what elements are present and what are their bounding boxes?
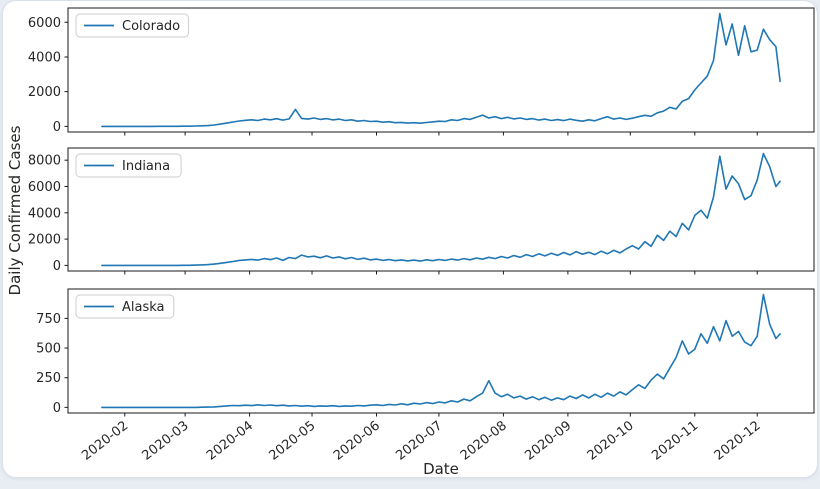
svg-text:4000: 4000 [28, 206, 61, 221]
legend-alaska: Alaska [75, 294, 175, 319]
svg-text:4000: 4000 [28, 50, 61, 65]
y-tick-labels: 0 250 500 750 [36, 312, 68, 416]
svg-text:2020-09: 2020-09 [522, 418, 574, 463]
svg-text:2020-02: 2020-02 [79, 418, 131, 463]
legend-box [75, 153, 182, 178]
legend-colorado: Colorado [75, 13, 189, 38]
x-axis-label: Date [423, 460, 459, 478]
legend-box [75, 13, 189, 38]
svg-text:0: 0 [53, 401, 61, 416]
axes-spines [67, 7, 815, 133]
figure-card: 0 2000 4000 6000 Colorado 0 2000 4000 6000 8000 In… [2, 0, 818, 478]
figure-canvas: 0 2000 4000 6000 Colorado 0 2000 4000 6000 8000 In… [6, 7, 815, 478]
axes-spines [67, 147, 815, 272]
svg-text:2020-07: 2020-07 [393, 418, 445, 463]
svg-text:2000: 2000 [28, 233, 61, 248]
panel-colorado: 0 2000 4000 6000 Colorado [28, 7, 815, 136]
svg-text:0: 0 [53, 259, 61, 274]
svg-text:250: 250 [36, 371, 61, 386]
svg-text:2020-05: 2020-05 [266, 418, 318, 463]
svg-text:2020-12: 2020-12 [712, 418, 764, 463]
legend-label: Alaska [122, 300, 165, 315]
legend-label: Indiana [122, 159, 170, 174]
svg-text:2000: 2000 [28, 85, 61, 100]
svg-text:2020-03: 2020-03 [140, 418, 192, 463]
panel-indiana: 0 2000 4000 6000 8000 Indiana [28, 147, 815, 275]
legend-indiana: Indiana [75, 153, 182, 178]
panel-alaska: 0 250 500 750 Alaska [36, 288, 815, 417]
svg-text:750: 750 [36, 312, 61, 327]
x-tick-labels: 2020-02 2020-03 2020-04 2020-05 2020-06 2020-… [79, 418, 763, 463]
series-line-alaska [101, 293, 781, 409]
y-tick-labels: 0 2000 4000 6000 8000 [28, 154, 68, 274]
y-axis-label: Daily Confirmed Cases [6, 125, 24, 295]
svg-text:2020-08: 2020-08 [458, 418, 510, 463]
series-line-indiana [101, 152, 781, 267]
svg-text:2020-04: 2020-04 [204, 418, 256, 463]
svg-text:6000: 6000 [28, 180, 61, 195]
x-tick-marks [124, 413, 758, 417]
svg-text:500: 500 [36, 342, 61, 357]
legend-box [75, 294, 175, 319]
x-tick-marks [124, 132, 758, 136]
svg-text:6000: 6000 [28, 16, 61, 31]
y-tick-labels: 0 2000 4000 6000 [28, 16, 68, 135]
svg-text:0: 0 [53, 120, 61, 135]
legend-label: Colorado [122, 19, 180, 34]
svg-text:2020-11: 2020-11 [649, 418, 701, 463]
svg-text:2020-06: 2020-06 [331, 418, 383, 463]
series-line-colorado [101, 12, 781, 128]
svg-text:2020-10: 2020-10 [585, 418, 637, 463]
x-tick-marks [124, 271, 758, 275]
axes-spines [67, 288, 815, 414]
svg-text:8000: 8000 [28, 154, 61, 169]
